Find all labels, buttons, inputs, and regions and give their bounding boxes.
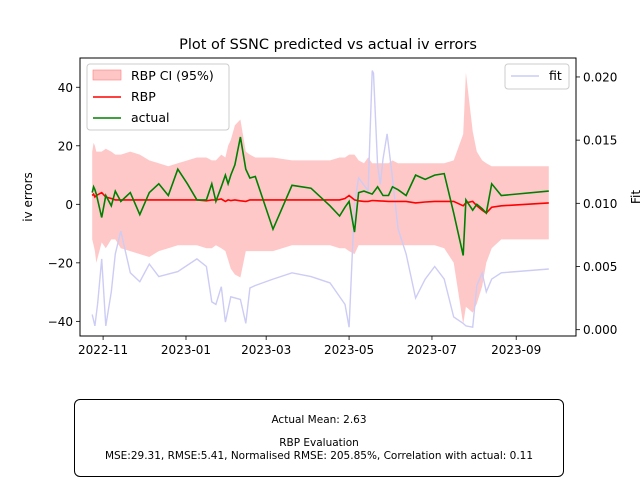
legend-right: fit xyxy=(504,63,570,90)
y-axis-left: −40 −20 0 20 40 xyxy=(48,81,80,329)
legend-rbp-label: RBP xyxy=(131,89,156,104)
legend-ci-label: RBP CI (95%) xyxy=(131,68,214,83)
x-tick-label: 2023-01 xyxy=(161,343,211,357)
y-tick-label-right: 0.020 xyxy=(583,70,617,84)
legend-fit-label: fit xyxy=(549,68,562,83)
y-axis-right: 0.000 0.005 0.010 0.015 0.020 xyxy=(576,70,617,337)
x-tick-label: 2023-03 xyxy=(241,343,291,357)
y-tick-label-right: 0.015 xyxy=(583,134,617,148)
legend-left-frame xyxy=(86,63,230,131)
plot-area xyxy=(79,57,577,337)
y-tick-label-right: 0.000 xyxy=(583,323,617,337)
y-tick-label-right: 0.005 xyxy=(583,260,617,274)
x-tick-label: 2023-09 xyxy=(491,343,541,357)
actual-line xyxy=(91,136,549,256)
axes-frame xyxy=(79,57,577,337)
x-tick-label: 2023-05 xyxy=(324,343,374,357)
y-tick-label-right: 0.010 xyxy=(583,197,617,211)
evaluation-metrics-text: MSE:29.31, RMSE:5.41, Normalised RMSE: 2… xyxy=(104,450,534,462)
legend-left: RBP CI (95%) RBP actual xyxy=(86,63,230,131)
actual-line-layer xyxy=(91,136,549,256)
y-axis-label-left: iv errors xyxy=(21,172,35,222)
ci-band-layer xyxy=(92,72,549,325)
ci-band xyxy=(92,72,549,325)
fit-line-layer xyxy=(91,70,549,329)
fit-line xyxy=(91,70,549,329)
y-tick-label-left: −40 xyxy=(48,315,73,329)
legend-actual-label: actual xyxy=(131,110,170,125)
evaluation-heading: RBP Evaluation xyxy=(279,437,359,449)
chart-title: Plot of SSNC predicted vs actual iv erro… xyxy=(179,37,477,53)
y-tick-label-left: 40 xyxy=(58,81,73,95)
y-tick-label-left: 20 xyxy=(58,139,73,153)
evaluation-summary-box: Actual Mean: 2.63 RBP Evaluation MSE:29.… xyxy=(74,399,564,477)
y-tick-label-left: 0 xyxy=(65,198,73,212)
legend-ci-swatch xyxy=(92,69,122,81)
x-tick-label: 2023-07 xyxy=(407,343,457,357)
rbp-line xyxy=(91,191,549,215)
rbp-line-layer xyxy=(91,191,549,215)
y-tick-label-left: −20 xyxy=(48,256,73,270)
x-axis: 2022-11 2023-01 2023-03 2023-05 2023-07 2023-… xyxy=(78,336,541,357)
y-axis-label-right: Fit xyxy=(629,190,640,204)
x-tick-label: 2022-11 xyxy=(78,343,128,357)
actual-mean-text: Actual Mean: 2.63 xyxy=(271,414,367,426)
